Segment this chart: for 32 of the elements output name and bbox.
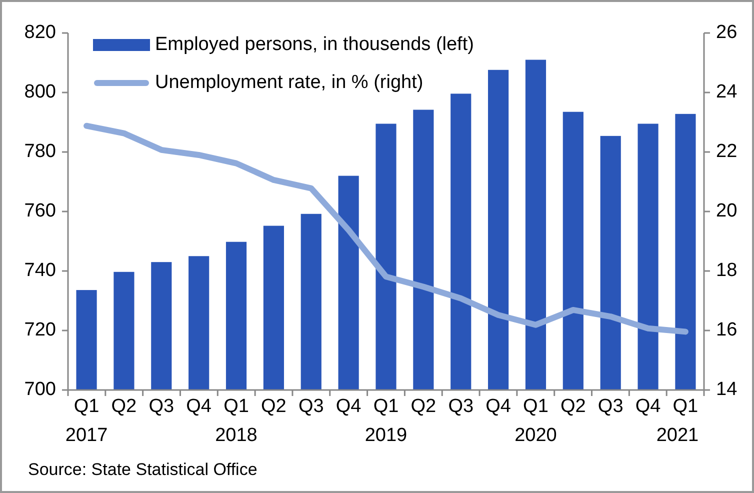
x-tick-label: Q3	[448, 396, 474, 417]
y2-tick-label: 26	[716, 22, 738, 44]
y2-tick-label: 20	[716, 200, 738, 222]
x-tick-label: Q3	[298, 396, 324, 417]
x-tick-label: Q1 2019	[364, 396, 408, 446]
y-tick-label: 720	[24, 320, 56, 341]
x-tick-label: Q1 2018	[215, 396, 258, 446]
x-tick-label: Q1 2017	[65, 396, 108, 446]
x-tick-label: Q2	[560, 396, 586, 417]
y-tick-label: 780	[24, 141, 56, 162]
legend-label: Employed persons, in thousends (left)	[155, 34, 474, 56]
x-tick-label: Q2	[261, 396, 286, 417]
x-tick-label: Q3	[148, 396, 174, 417]
x-tick-label: Q4	[486, 396, 512, 417]
y-tick-label: 820	[24, 22, 56, 44]
source-note: Source: State Statistical Office	[28, 460, 258, 479]
y2-tick-label: 16	[716, 320, 738, 341]
y-tick-label: 740	[24, 260, 56, 282]
x-tick-label: Q3	[598, 396, 624, 417]
y2-tick-label: 24	[716, 82, 738, 103]
y-tick-label: 700	[24, 379, 56, 400]
x-tick-label: Q1 2020	[514, 396, 557, 446]
y-tick-label: 800	[24, 82, 56, 103]
y-tick-label: 760	[24, 200, 56, 222]
x-tick-label: Q2	[410, 396, 436, 417]
y2-tick-label: 22	[716, 141, 738, 162]
x-tick-label: Q4	[186, 396, 212, 417]
legend-label: Unemployment rate, in % (right)	[155, 72, 424, 94]
y2-tick-label: 18	[716, 260, 738, 282]
x-tick-label: Q2	[111, 396, 137, 417]
x-tick-label: Q4	[336, 396, 362, 417]
y2-tick-label: 14	[716, 379, 738, 400]
